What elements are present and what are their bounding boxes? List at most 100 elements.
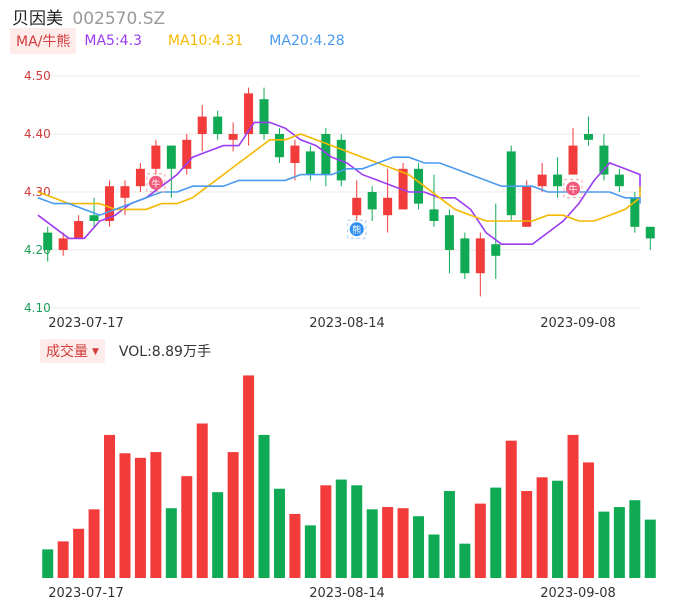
candle [429,174,439,227]
volume-bar [552,480,564,578]
candle [321,128,331,187]
candle [213,110,223,140]
y-tick-label: 4.30 [24,185,51,199]
volume-bar [366,509,378,578]
volume-bar [521,491,533,578]
candle [105,180,115,227]
candle-body [414,168,424,204]
volume-bar [629,500,641,578]
volume-bar [428,534,440,578]
stock-code: 002570.SZ [72,9,166,29]
candle-body [367,192,377,210]
volume-bar [598,511,610,578]
dropdown-caret-icon: ▼ [92,347,99,357]
signal-markers: 牛熊 牛 [146,173,583,239]
candle [135,163,145,192]
volume-bar [104,434,116,578]
candle [645,226,655,250]
candle [274,128,284,163]
volume-bar [397,508,409,578]
volume-bar [474,503,486,578]
volume-bar [258,434,270,578]
volume-value: VOL:8.89万手 [118,344,211,360]
x-tick-label: 2023-07-17 [48,316,124,331]
volume-bar [304,525,316,578]
candle-body [105,186,115,221]
volume-bar [119,453,131,578]
volume-selector-label: 成交量 [46,344,88,360]
candle-body [429,209,439,221]
candle [460,232,470,279]
volume-bar [567,434,579,578]
candle [58,232,68,256]
ma10-line [37,133,641,222]
candle [475,232,485,297]
marker-dot [566,181,581,196]
price-x-axis: 2023-07-17 2023-08-14 2023-09-08 [48,316,616,331]
candle [522,180,532,227]
volume-indicator-selector[interactable]: 成交量 ▼ [40,339,105,363]
candle-body [491,244,501,256]
candle-body [444,215,454,250]
volume-bar [443,491,455,578]
candle [491,203,501,279]
bull-marker-icon: 牛 [146,173,166,193]
y-tick-label: 4.10 [24,301,51,315]
candle [74,215,84,239]
candle-body [182,139,192,169]
candle [367,186,377,221]
volume-bar [273,488,285,578]
volume-bar [227,452,239,578]
ma20-line [37,156,641,217]
candle-body [120,186,130,198]
volume-bar [413,516,425,578]
volume-bar [289,513,301,578]
ma10-legend: MA10:4.31 [167,33,244,49]
candle-body [274,134,284,158]
volume-bar [382,507,394,578]
candle-body [305,151,315,175]
candle [151,139,161,175]
volume-bar [181,476,193,578]
candle [166,145,176,198]
candle [197,105,207,152]
volume-x-axis: 2023-07-17 2023-08-14 2023-09-08 [48,586,616,601]
marker-frame [146,173,166,193]
y-tick-label: 4.40 [24,127,51,141]
volume-bar [73,528,85,578]
volume-bar [57,541,69,578]
volume-bar [505,440,517,578]
volume-bar [212,492,224,578]
candle-body [568,145,578,175]
volume-legend: 成交量 ▼ VOL:8.89万手 [40,339,211,363]
marker-frame [347,219,367,239]
candle-body [475,238,485,274]
candle-body [74,221,84,239]
x-tick-label: 2023-09-08 [540,316,616,331]
volume-bar [351,485,363,578]
ma5-legend: MA5:4.3 [84,33,142,49]
candle [43,226,53,262]
candle [228,122,238,152]
candle-body [43,232,53,250]
candle [599,134,609,181]
x-tick-label: 2023-08-14 [309,316,385,331]
marker-glyph: 牛 [151,178,160,190]
marker-dot [148,175,163,190]
candle-body [151,145,161,169]
candle-body [630,197,640,227]
marker-glyph: 熊 [352,224,361,236]
candle-body [645,226,655,239]
candle-body [166,145,176,169]
candle-body [259,99,269,134]
ma-indicator-selector[interactable]: MA/牛熊 [10,28,77,54]
candle [568,128,578,175]
ma-legend: MA/牛熊 MA5:4.3 MA10:4.31 MA20:4.28 [10,28,371,54]
candle-body [321,134,331,175]
x-tick-label: 2023-08-14 [309,586,385,601]
marker-frame [563,179,583,199]
volume-bar [320,485,332,578]
marker-glyph: 牛 [569,184,578,196]
candle-body [135,168,145,187]
